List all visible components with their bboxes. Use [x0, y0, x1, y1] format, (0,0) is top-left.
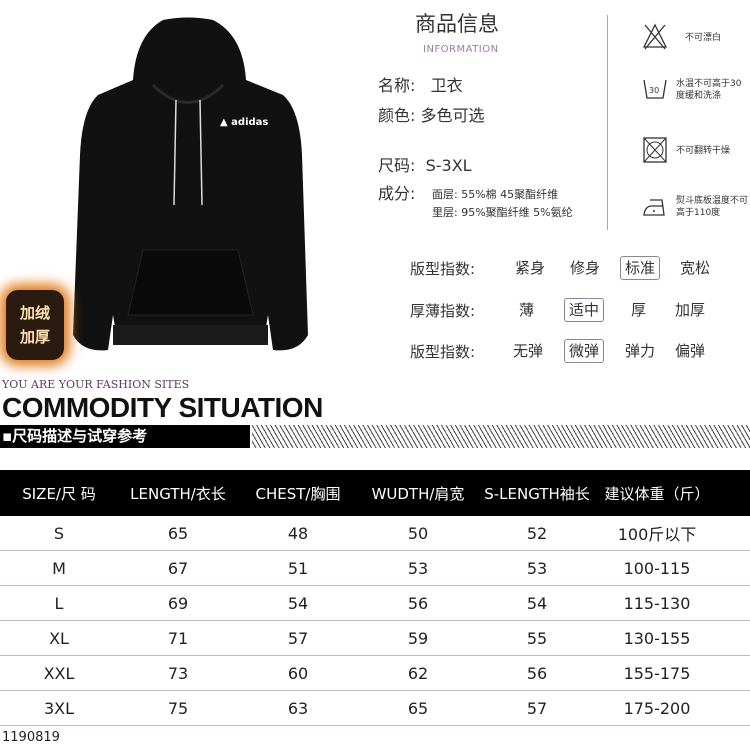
- table-cell: 175-200: [623, 698, 691, 718]
- color-label: 颜色:: [378, 106, 416, 125]
- table-cell: 65: [167, 523, 189, 543]
- fit-label: 版型指数:: [410, 259, 476, 278]
- header-cell: 建议体重（斤）: [604, 484, 710, 503]
- table-cell: 100-115: [623, 558, 691, 578]
- composition-inner: 里层: 95%聚酯纤维 5%氨纶: [432, 206, 573, 219]
- fit-row: 版型指数: 紧身 修身 标准 宽松: [410, 256, 740, 280]
- table-cell: 130-155: [623, 628, 691, 648]
- table-header: SIZE/尺 码 LENGTH/衣长 CHEST/胸围 WUDTH/肩宽 S-L…: [0, 470, 750, 516]
- table-row: XXL 73 60 62 56 155-175: [0, 656, 750, 691]
- elasticity-row: 版型指数: 无弹 微弹 弹力 偏弹: [410, 339, 740, 363]
- size-table: SIZE/尺 码 LENGTH/衣长 CHEST/胸围 WUDTH/肩宽 S-L…: [0, 470, 750, 726]
- table-cell: XXL: [43, 663, 75, 683]
- name-label: 名称:: [378, 76, 416, 95]
- hoodie-image: [73, 17, 308, 351]
- table-row: 3XL 75 63 65 57 175-200: [0, 691, 750, 726]
- care-text: 不可漂白: [685, 33, 722, 43]
- table-cell: 60: [287, 663, 309, 683]
- svg-text:30: 30: [649, 86, 659, 95]
- header-cell: LENGTH/衣长: [130, 484, 226, 503]
- table-cell: 59: [407, 628, 429, 648]
- table-cell: 155-175: [623, 663, 691, 683]
- table-cell: XL: [49, 628, 69, 648]
- table-cell: 50: [407, 523, 429, 543]
- fit-option: 紧身: [515, 259, 546, 277]
- fit-label: 厚薄指数:: [410, 301, 476, 320]
- table-cell: 73: [167, 663, 189, 683]
- table-cell: 53: [526, 558, 548, 578]
- table-cell: 57: [287, 628, 309, 648]
- table-row: S 65 48 50 52 100斤以下: [0, 516, 750, 551]
- fit-option-selected: 微弹: [564, 339, 605, 363]
- header-cell: CHEST/胸围: [255, 484, 341, 503]
- fit-label: 版型指数:: [410, 342, 476, 361]
- info-title: 商品信息: [415, 12, 499, 36]
- table-cell: M: [52, 558, 66, 578]
- fleece-badge: 加绒 加厚: [6, 290, 64, 360]
- table-cell: 48: [287, 523, 309, 543]
- name-value: 卫衣: [430, 76, 463, 95]
- table-cell: 57: [526, 698, 548, 718]
- no-tumble-dry-icon: [643, 137, 667, 163]
- wash-30-icon: 30: [643, 79, 667, 99]
- color-value: 多色可选: [420, 106, 485, 125]
- care-text: 不可翻转干燥: [676, 146, 731, 156]
- table-body: S 65 48 50 52 100斤以下 M 67 51 53 53 100-115 L 69 54 56 54…: [0, 516, 750, 726]
- size-value: S-3XL: [425, 156, 472, 175]
- table-cell: 62: [407, 663, 429, 683]
- table-cell: 53: [407, 558, 429, 578]
- table-cell: 67: [167, 558, 189, 578]
- table-cell: 75: [167, 698, 189, 718]
- table-cell: 56: [526, 663, 548, 683]
- fit-option: 弹力: [625, 342, 656, 360]
- section-subtitle: YOU ARE YOUR FASHION SITES: [2, 378, 190, 391]
- fit-option: 宽松: [680, 259, 711, 277]
- header-cell: SIZE/尺 码: [22, 484, 96, 503]
- section-title: COMMODITY SITUATION: [2, 392, 323, 423]
- size-label: 尺码:: [378, 156, 416, 175]
- table-cell: 55: [526, 628, 548, 648]
- brand-logo: ▲ adidas: [220, 117, 269, 128]
- table-row: L 69 54 56 54 115-130: [0, 586, 750, 621]
- table-cell: 65: [407, 698, 429, 718]
- table-cell: 52: [526, 523, 548, 543]
- fit-option: 加厚: [675, 301, 706, 319]
- thickness-row: 厚薄指数: 薄 适中 厚 加厚: [410, 298, 740, 322]
- section-bar: ▪尺码描述与试穿参考: [0, 425, 250, 448]
- fit-option: 厚: [631, 301, 647, 319]
- table-cell: 115-130: [623, 593, 691, 613]
- fit-option: 无弹: [513, 342, 544, 360]
- iron-icon: [643, 199, 665, 216]
- table-cell: 54: [526, 593, 548, 613]
- table-cell: 69: [167, 593, 189, 613]
- info-subtitle: INFORMATION: [423, 44, 499, 55]
- composition-label: 成分:: [378, 184, 416, 203]
- fit-option: 偏弹: [675, 342, 706, 360]
- no-bleach-icon: [642, 23, 668, 50]
- table-cell: 51: [287, 558, 309, 578]
- fit-option: 薄: [519, 301, 535, 319]
- composition-outer: 面层: 55%棉 45聚酯纤维: [432, 188, 559, 201]
- table-cell: L: [54, 593, 64, 613]
- table-cell: S: [53, 523, 65, 543]
- fit-option: 修身: [570, 259, 601, 277]
- table-row: M 67 51 53 53 100-115: [0, 551, 750, 586]
- table-cell: 3XL: [43, 698, 75, 718]
- header-cell: S-LENGTH袖长: [484, 484, 590, 503]
- table-cell: 54: [287, 593, 309, 613]
- table-cell: 63: [287, 698, 309, 718]
- product-code: 1190819: [2, 730, 60, 746]
- fit-option-selected: 适中: [564, 298, 605, 322]
- table-cell: 71: [167, 628, 189, 648]
- fit-option-selected: 标准: [620, 256, 661, 280]
- care-text: 水温不可高于30度缓和洗涤: [676, 79, 742, 101]
- table-cell: 100斤以下: [617, 525, 697, 544]
- care-text: 熨斗底板温度不可高于110度: [676, 196, 749, 218]
- divider: [607, 15, 608, 230]
- header-cell: WUDTH/肩宽: [371, 484, 465, 503]
- hatch-decoration: [252, 425, 750, 448]
- table-row: XL 71 57 59 55 130-155: [0, 621, 750, 656]
- table-cell: 56: [407, 593, 429, 613]
